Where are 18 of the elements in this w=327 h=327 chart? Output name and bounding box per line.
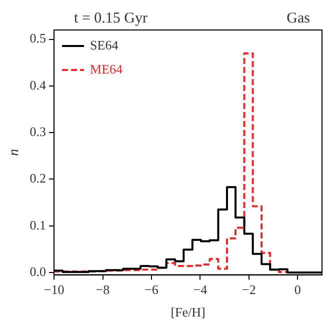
y-tick-label: 0.5 — [30, 30, 46, 46]
legend-label: ME64 — [90, 61, 124, 76]
y-tick-label: 0.3 — [30, 124, 46, 140]
y-tick-label: 0.0 — [30, 264, 46, 279]
y-axis-title: n — [7, 148, 22, 156]
text: Gas — [286, 10, 310, 26]
y-tick-label: 0.2 — [30, 170, 46, 186]
y-tick-label: 0.4 — [30, 77, 47, 92]
x-tick-label: −10 — [44, 282, 64, 298]
y-tick-label: 0.1 — [30, 217, 46, 232]
x-tick-label: −8 — [96, 282, 110, 298]
x-tick-label: −4 — [193, 282, 208, 298]
chart-title: t = 0.15 Gyr — [74, 10, 148, 26]
legend-label: SE64 — [90, 37, 119, 52]
x-tick-label: −2 — [242, 282, 256, 298]
x-tick-label: 0 — [294, 282, 301, 298]
x-tick-label: −6 — [144, 282, 159, 298]
x-axis-title: [Fe/H] — [170, 304, 206, 320]
